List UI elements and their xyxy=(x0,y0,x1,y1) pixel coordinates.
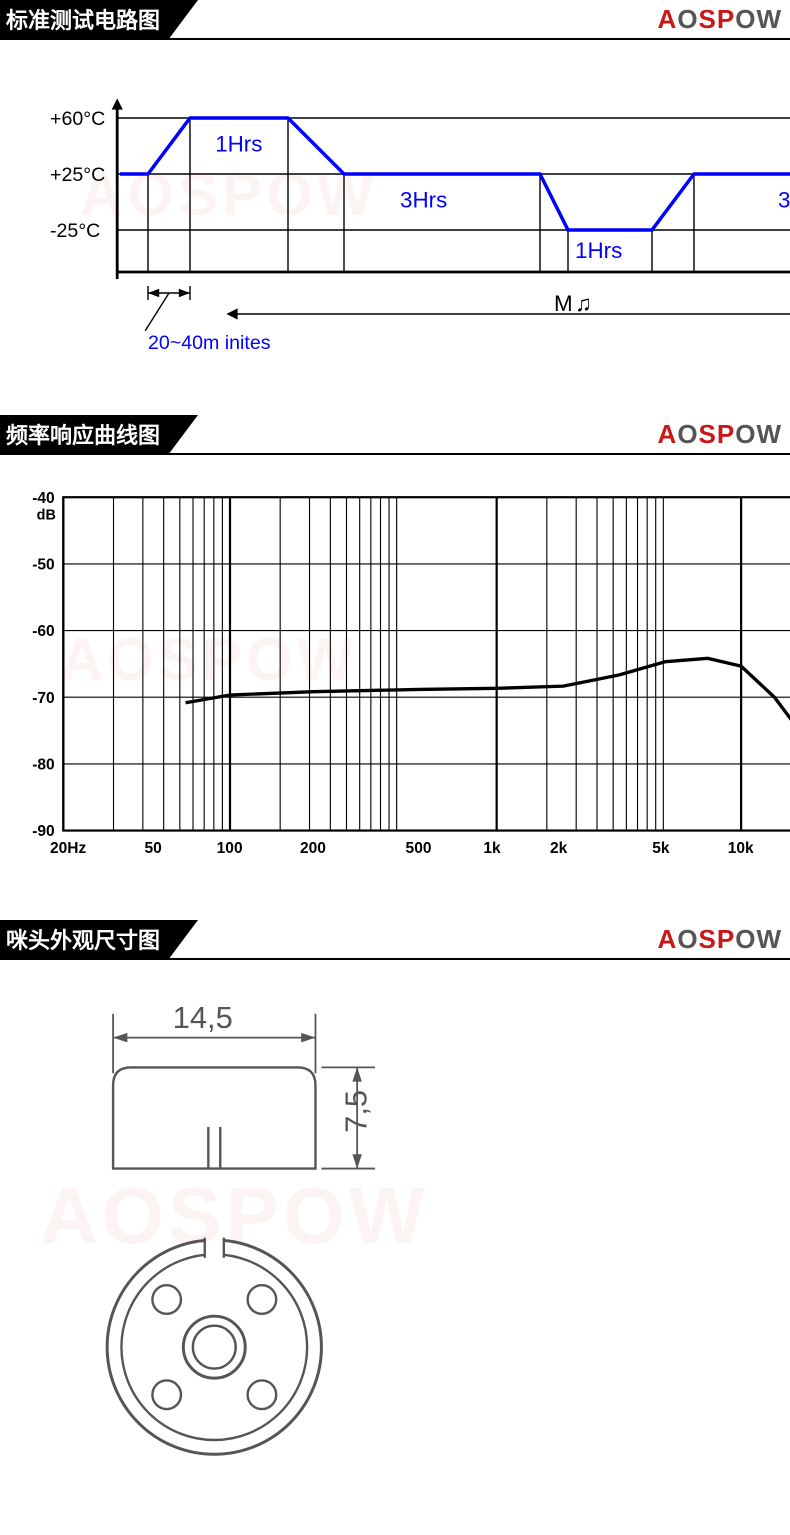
freq-response-curve xyxy=(186,658,790,741)
section-test-circuit: 标准测试电路图 AOSPOW AOSPOW +60°C +25°C -25°C xyxy=(0,0,790,395)
brand-logo: AOSPOW xyxy=(658,924,782,955)
svg-text:100: 100 xyxy=(217,840,243,857)
svg-text:200: 200 xyxy=(300,840,326,857)
svg-text:2k: 2k xyxy=(550,840,568,857)
section-title: 频率响应曲线图 xyxy=(0,415,168,453)
ytick-70: -70 xyxy=(32,690,55,707)
temp-cycle-svg: +60°C +25°C -25°C 1Hrs xyxy=(50,90,790,370)
freq-xticks: 20Hz501002005001k2k5k10k20k xyxy=(50,840,790,857)
section-header: 咪头外观尺寸图 AOSPOW xyxy=(0,920,790,960)
dim-height: 7,5 xyxy=(339,1090,374,1133)
brand-logo: AOSPOW xyxy=(658,419,782,450)
ylabel-db: dB xyxy=(37,507,56,523)
label-m: M xyxy=(554,291,573,316)
ytick-50: -50 xyxy=(32,556,55,573)
temp-cycle-diagram: AOSPOW +60°C +25°C -25°C xyxy=(0,50,790,395)
section-dimensions: 咪头外观尺寸图 AOSPOW AOSPOW 14,5 7,5 xyxy=(0,920,790,1515)
svg-text:10k: 10k xyxy=(728,840,754,857)
svg-text:5k: 5k xyxy=(652,840,670,857)
label-3hrs-b: 3Hrs xyxy=(778,188,790,213)
y-label-n25: -25°C xyxy=(50,220,100,242)
svg-text:500: 500 xyxy=(406,840,432,857)
ytick-90: -90 xyxy=(32,823,55,840)
section-title: 标准测试电路图 xyxy=(0,0,168,38)
brand-logo: AOSPOW xyxy=(658,4,782,35)
label-1hrs-a: 1Hrs xyxy=(215,132,262,157)
y-label-60: +60°C xyxy=(50,108,105,130)
svg-text:♫: ♫ xyxy=(575,291,592,316)
section-title: 咪头外观尺寸图 xyxy=(0,920,168,958)
section-header: 频率响应曲线图 AOSPOW xyxy=(0,415,790,455)
y-label-25: +25°C xyxy=(50,164,105,186)
label-1hrs-b: 1Hrs xyxy=(575,238,622,263)
dimension-diagram-area: AOSPOW 14,5 7,5 xyxy=(0,970,790,1515)
dim-width: 14,5 xyxy=(173,1000,233,1035)
label-3hrs-a: 3Hrs xyxy=(400,188,447,213)
ytick-60: -60 xyxy=(32,623,55,640)
section-header: 标准测试电路图 AOSPOW xyxy=(0,0,790,40)
ytick-40: -40 xyxy=(32,490,55,507)
freq-chart-area: AOSPOW -40 dB -50 -60 -70 -80 -90 20Hz50… xyxy=(0,465,790,900)
svg-text:50: 50 xyxy=(144,840,162,857)
section-freq-response: 频率响应曲线图 AOSPOW AOSPOW -40 dB -50 -60 xyxy=(0,415,790,900)
ytick-80: -80 xyxy=(32,756,55,773)
svg-text:20Hz: 20Hz xyxy=(50,840,87,857)
freq-log-grid xyxy=(63,497,790,830)
freq-response-svg: -40 dB -50 -60 -70 -80 -90 20Hz 50 100 200 5… xyxy=(30,475,790,875)
dimension-svg: 14,5 7,5 xyxy=(0,990,500,1490)
svg-text:1k: 1k xyxy=(483,840,501,857)
label-minutes: 20~40m inites xyxy=(148,332,271,354)
